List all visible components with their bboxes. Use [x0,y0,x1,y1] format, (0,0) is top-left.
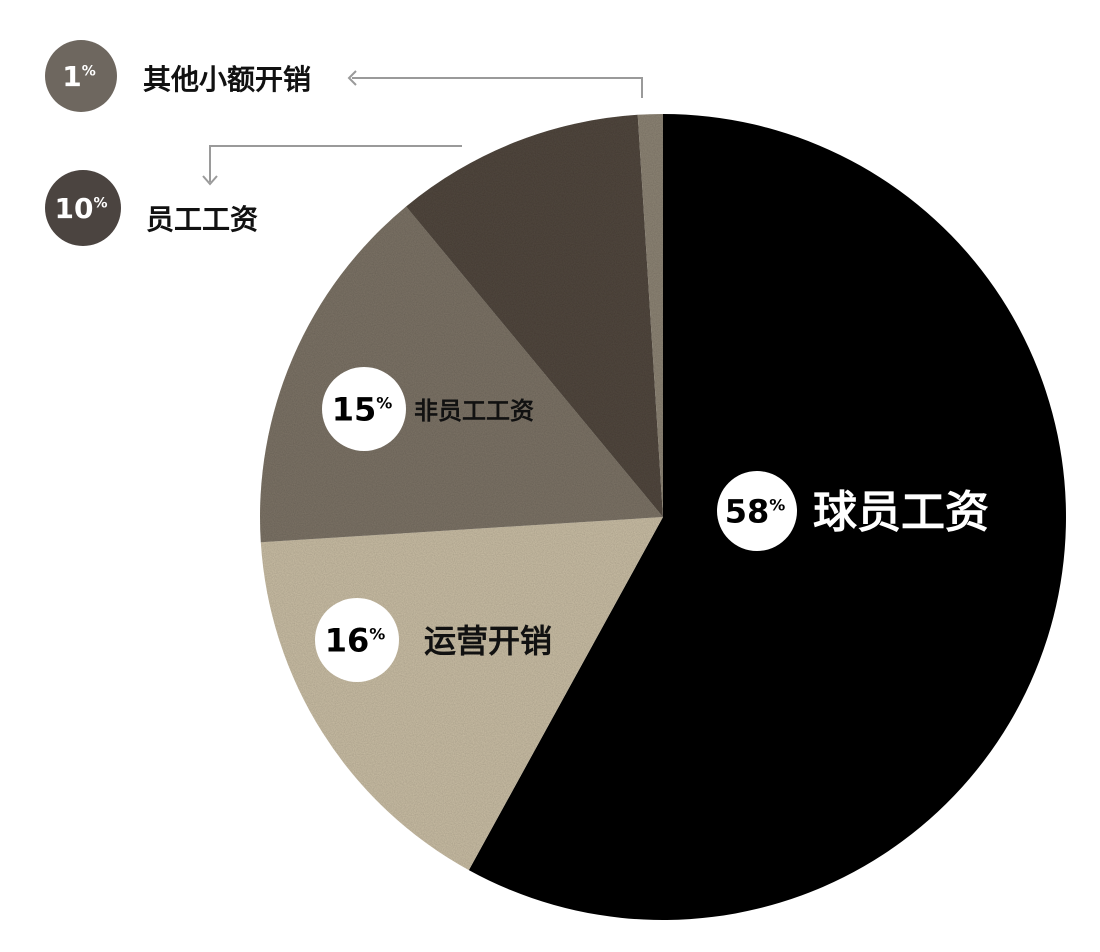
label-slice-0: 球员工资 [813,487,989,538]
badge-slice-4: 1% [45,40,117,112]
leader-line-slice-4 [352,77,643,98]
pie-slice-3 [406,114,663,518]
badge-slice-3-percent-sign: % [93,195,107,211]
label-slice-1: 运营开销 [424,622,552,660]
badge-slice-0-percent-sign: % [769,495,785,514]
badge-slice-1: 16% [315,598,399,682]
badge-slice-3-circle [45,170,121,246]
badge-slice-2-percent-sign: % [376,393,392,412]
badge-slice-1-circle [315,598,399,682]
badge-slice-0: 58% [717,471,797,551]
label-slice-3: 员工工资 [146,203,258,236]
label-slice-2: 非员工工资 [414,397,534,425]
badge-slice-0-circle [717,471,797,551]
label-slice-4: 其他小额开销 [143,63,311,96]
pie-slice-2 [260,206,663,543]
badge-slice-2: 15% [322,367,406,451]
leader-arrow-slice-4 [347,70,357,86]
badge-slice-4-circle [45,40,117,112]
badge-slice-2-value: 15% [332,391,393,429]
pie-slice-4 [637,114,663,517]
badge-slice-3: 10% [45,170,121,246]
badge-slice-1-percent-sign: % [369,624,385,643]
leader-line-slice-3 [209,145,462,182]
leader-arrow-slice-3 [202,175,218,186]
badge-slice-2-circle [322,367,406,451]
badge-slice-4-percent-sign: % [82,63,96,79]
